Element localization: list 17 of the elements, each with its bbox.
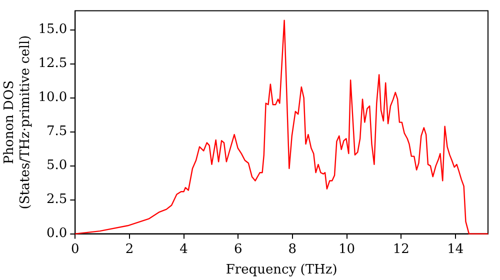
x-tick-label: 12: [392, 242, 410, 257]
y-tick-label: 0.0: [46, 226, 68, 242]
y-tick-label: 7.5: [46, 124, 68, 140]
y-tick-label: 10.0: [38, 90, 68, 106]
x-axis-title: Frequency (THz): [226, 262, 338, 278]
y-tick-label: 15.0: [38, 22, 68, 38]
x-tick-label: 4: [180, 242, 188, 257]
y-axis-title: Phonon DOS (States/THz·primitive cell): [2, 35, 33, 210]
y-tick-label: 2.5: [46, 192, 68, 208]
y-tick-label: 5.0: [46, 158, 68, 174]
y-tick-label: 12.5: [38, 56, 68, 72]
x-tick-label: 0: [71, 242, 80, 257]
x-tick-label: 2: [125, 242, 134, 257]
x-tick-label: 10: [338, 242, 356, 257]
x-tick-label: 8: [288, 242, 297, 257]
x-tick-label: 6: [234, 242, 242, 257]
x-tick-label: 14: [447, 242, 464, 257]
